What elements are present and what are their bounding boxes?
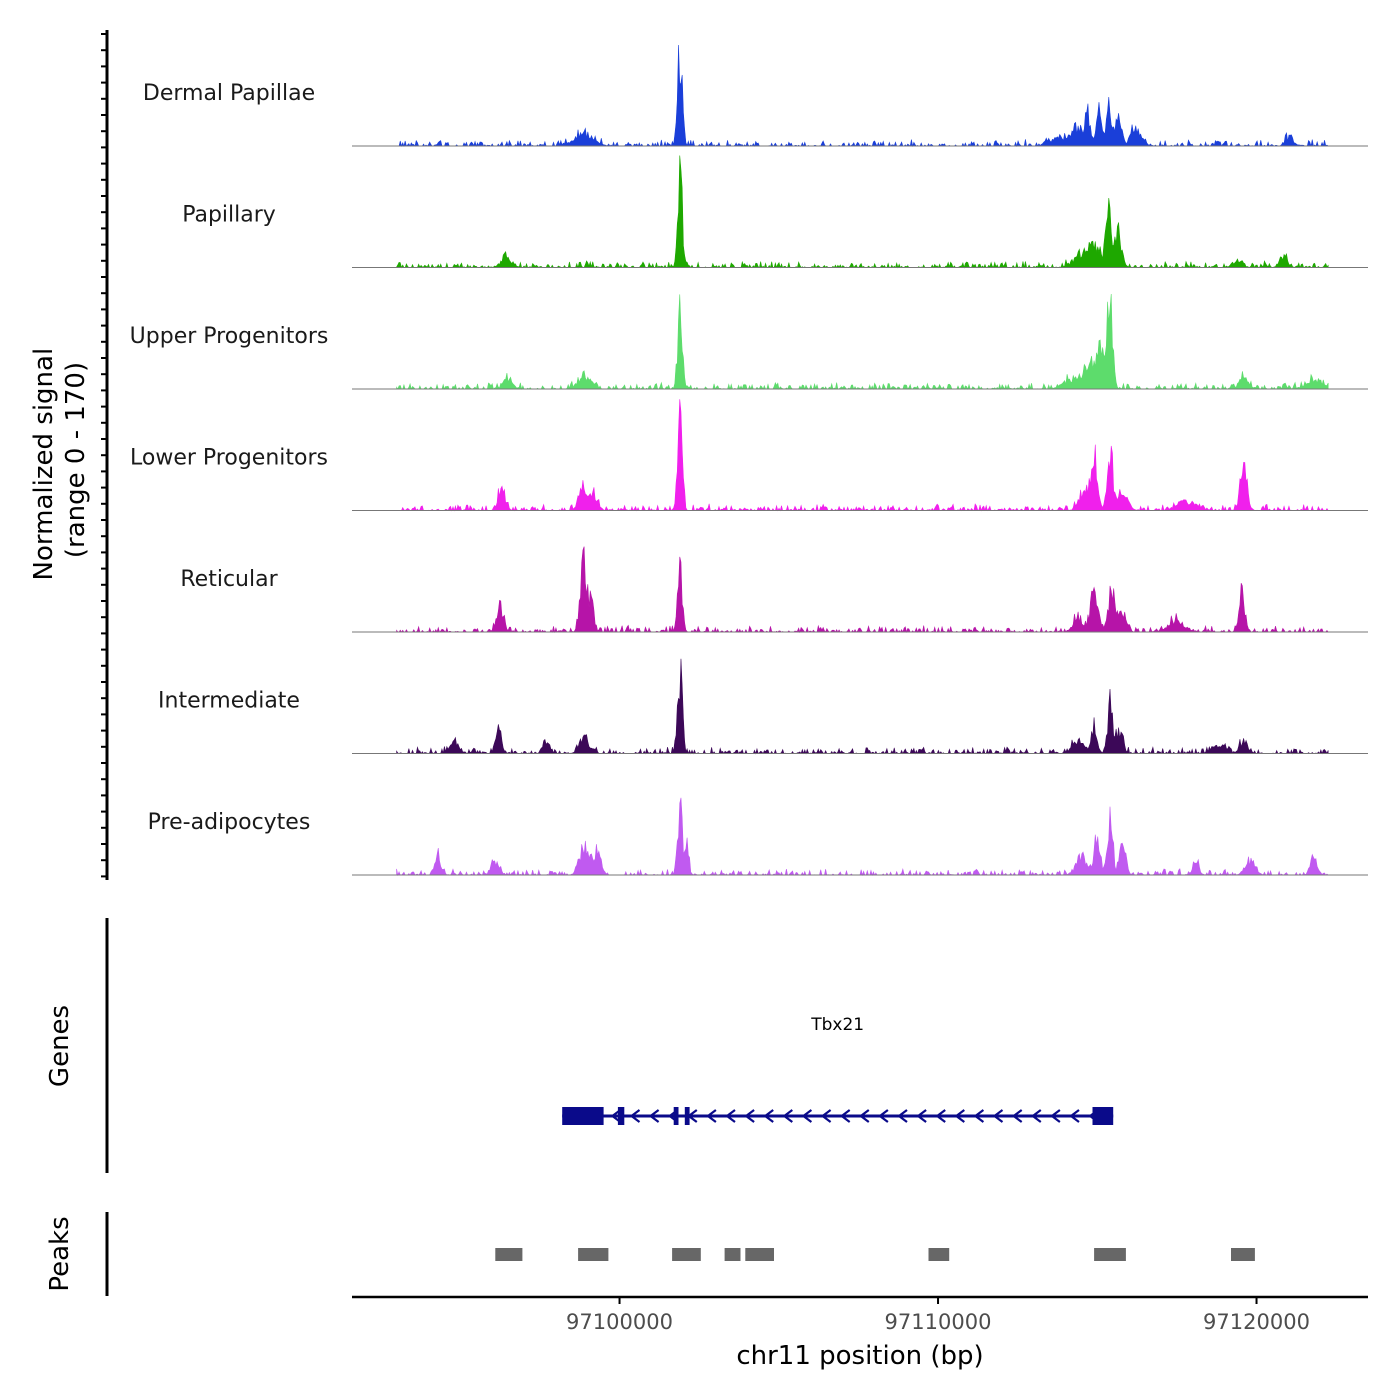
strand-arrow — [1069, 1109, 1080, 1123]
track-label: Reticular — [180, 567, 278, 592]
strand-arrow — [839, 1109, 851, 1123]
peak-region — [1231, 1248, 1255, 1261]
peak-regions-track — [495, 1248, 1255, 1261]
strand-arrow — [954, 1109, 965, 1123]
peak-region — [1094, 1248, 1126, 1261]
exon — [1092, 1107, 1114, 1125]
peaks-panel-title: Peaks — [45, 1216, 75, 1291]
track-label: Papillary — [182, 203, 276, 228]
y-axis-title: Normalized signal (range 0 - 170) — [29, 340, 91, 581]
x-tick-label: 97120000 — [1203, 1310, 1310, 1334]
signal-area — [396, 399, 1329, 512]
signal-tracks: Dermal Papillae Papillary Upper Progenitor… — [130, 44, 1368, 877]
strand-arrow — [973, 1109, 985, 1123]
signal-y-axis — [101, 30, 109, 880]
genes-panel-title: Genes — [45, 1005, 75, 1087]
track-label: Lower Progenitors — [130, 446, 328, 471]
strand-arrow — [610, 1109, 622, 1123]
gene-label: Tbx21 — [810, 1015, 864, 1035]
track-reticular: Reticular — [180, 546, 1368, 634]
peak-region — [928, 1248, 950, 1261]
strand-arrow — [858, 1109, 870, 1123]
strand-arrow — [935, 1109, 946, 1123]
signal-area — [396, 44, 1330, 148]
x-axis-ticks: 97100000 97110000 97120000 — [566, 1297, 1310, 1334]
peak-region — [672, 1248, 701, 1261]
strand-arrow — [725, 1109, 736, 1123]
signal-area — [396, 293, 1329, 391]
signal-area — [396, 658, 1329, 755]
strand-arrow — [706, 1109, 717, 1123]
strand-arrow — [992, 1109, 1004, 1123]
track-pre-adipocytes: Pre-adipocytes — [148, 797, 1368, 877]
exon — [673, 1107, 679, 1125]
track-label: Pre-adipocytes — [148, 810, 311, 835]
exon — [684, 1107, 690, 1125]
strand-arrow — [648, 1109, 660, 1123]
signal-area — [396, 797, 1330, 877]
strand-arrow — [878, 1109, 889, 1123]
x-tick-label: 97110000 — [885, 1310, 992, 1334]
strand-arrow — [916, 1109, 927, 1123]
track-papillary: Papillary — [182, 155, 1368, 269]
strand-arrow — [801, 1109, 813, 1123]
track-intermediate: Intermediate — [158, 658, 1368, 755]
gene-tbx21: Tbx21 — [562, 1015, 1114, 1125]
x-axis-title: chr11 position (bp) — [736, 1341, 983, 1371]
exon — [617, 1107, 625, 1125]
signal-area — [396, 155, 1329, 269]
strand-arrow — [1050, 1109, 1061, 1123]
strand-arrow — [629, 1109, 641, 1123]
track-label: Intermediate — [158, 689, 300, 714]
track-dermal-papillae: Dermal Papillae — [143, 44, 1368, 148]
peak-region — [745, 1248, 774, 1261]
gene-track: Tbx21 — [562, 1015, 1114, 1125]
track-lower-progenitors: Lower Progenitors — [130, 399, 1368, 512]
track-label: Upper Progenitors — [130, 324, 329, 349]
strand-arrow — [763, 1109, 774, 1123]
x-tick-label: 97100000 — [566, 1310, 673, 1334]
strand-arrow — [744, 1109, 755, 1123]
strand-arrow — [897, 1109, 908, 1123]
y-axis-title-line1: Normalized signal — [29, 348, 59, 581]
peak-region — [495, 1248, 523, 1261]
strand-arrow — [1030, 1109, 1042, 1123]
y-axis-title-line2: (range 0 - 170) — [61, 362, 91, 558]
exon — [562, 1107, 604, 1125]
signal-area — [396, 546, 1329, 634]
track-upper-progenitors: Upper Progenitors — [130, 293, 1368, 391]
strand-arrow — [820, 1109, 832, 1123]
track-label: Dermal Papillae — [143, 81, 315, 106]
strand-arrow — [782, 1109, 793, 1123]
peak-region — [724, 1248, 741, 1261]
strand-arrow — [1011, 1109, 1023, 1123]
peak-region — [578, 1248, 609, 1261]
